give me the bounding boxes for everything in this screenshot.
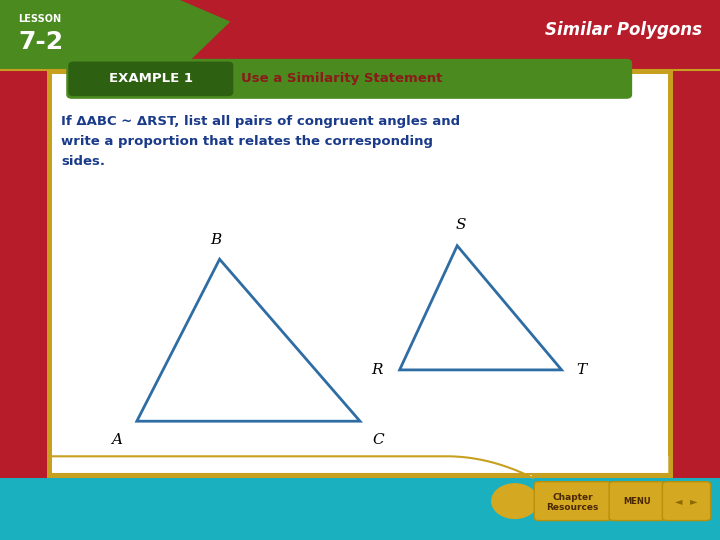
Polygon shape <box>0 70 47 478</box>
Text: MENU: MENU <box>624 497 651 505</box>
Polygon shape <box>52 456 668 474</box>
Circle shape <box>492 484 538 518</box>
Text: ►: ► <box>690 496 697 506</box>
Text: T: T <box>577 363 587 377</box>
Polygon shape <box>0 478 720 540</box>
Text: Resources: Resources <box>546 503 598 512</box>
Text: write a proportion that relates the corresponding: write a proportion that relates the corr… <box>61 135 433 148</box>
Text: C: C <box>372 433 384 447</box>
FancyBboxPatch shape <box>534 482 611 521</box>
Text: R: R <box>371 363 382 377</box>
Polygon shape <box>0 0 230 70</box>
Text: S: S <box>456 218 466 232</box>
Text: Similar Polygons: Similar Polygons <box>545 21 702 39</box>
Polygon shape <box>673 70 720 478</box>
Text: A: A <box>111 433 122 447</box>
FancyBboxPatch shape <box>66 59 632 99</box>
FancyBboxPatch shape <box>68 62 233 96</box>
Text: 7-2: 7-2 <box>18 30 63 54</box>
Polygon shape <box>0 0 720 70</box>
FancyBboxPatch shape <box>47 70 673 478</box>
Text: sides.: sides. <box>61 155 105 168</box>
FancyBboxPatch shape <box>662 482 711 521</box>
FancyBboxPatch shape <box>609 482 665 521</box>
Text: EXAMPLE 1: EXAMPLE 1 <box>109 72 193 85</box>
Text: If ΔABC ~ ΔRST, list all pairs of congruent angles and: If ΔABC ~ ΔRST, list all pairs of congru… <box>61 115 460 128</box>
Text: Chapter: Chapter <box>552 494 593 502</box>
Text: Use a Similarity Statement: Use a Similarity Statement <box>241 72 443 85</box>
Text: LESSON: LESSON <box>18 14 61 24</box>
Text: ◄: ◄ <box>675 496 683 506</box>
FancyBboxPatch shape <box>52 74 668 474</box>
Polygon shape <box>52 456 668 478</box>
Text: B: B <box>210 233 222 247</box>
